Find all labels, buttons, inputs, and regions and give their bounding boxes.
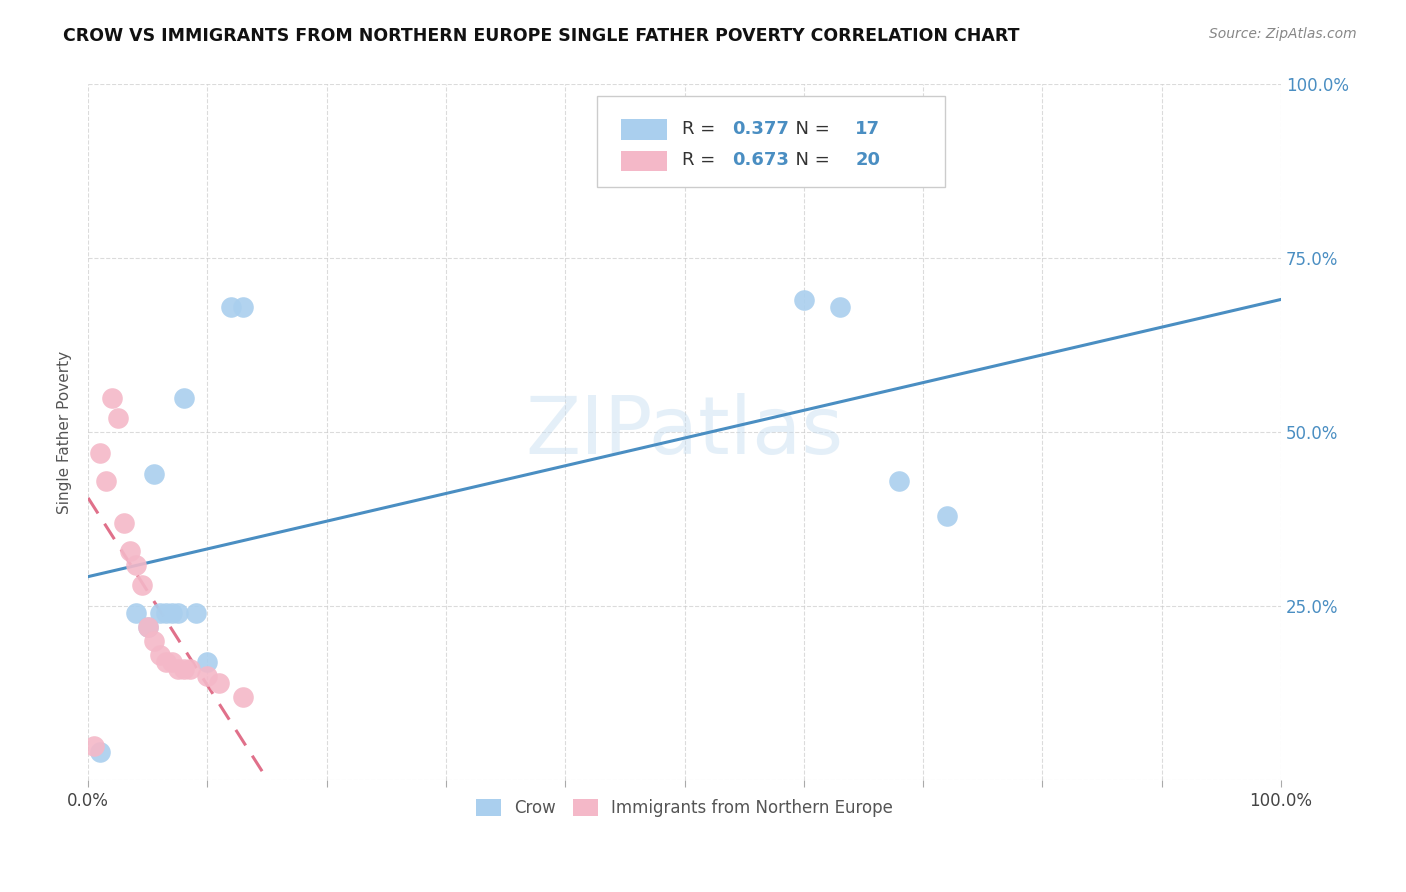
- Text: 0.377: 0.377: [733, 120, 789, 138]
- Legend: Crow, Immigrants from Northern Europe: Crow, Immigrants from Northern Europe: [470, 793, 900, 824]
- Point: [101, 391, 124, 405]
- Text: 20: 20: [855, 152, 880, 169]
- Text: Source: ZipAtlas.com: Source: ZipAtlas.com: [1209, 27, 1357, 41]
- Point: [142, 634, 165, 648]
- Point: [149, 607, 172, 621]
- FancyBboxPatch shape: [598, 96, 945, 187]
- Point: [197, 655, 219, 669]
- Point: [142, 467, 165, 482]
- Point: [184, 607, 207, 621]
- Point: [160, 655, 183, 669]
- Point: [828, 300, 851, 314]
- Point: [197, 669, 219, 683]
- Point: [94, 474, 117, 488]
- Text: R =: R =: [682, 152, 721, 169]
- Y-axis label: Single Father Poverty: Single Father Poverty: [58, 351, 72, 514]
- Point: [125, 607, 148, 621]
- Point: [221, 300, 243, 314]
- Point: [936, 508, 959, 523]
- Point: [793, 293, 815, 307]
- Point: [136, 620, 159, 634]
- Point: [232, 690, 254, 704]
- Point: [155, 607, 177, 621]
- Text: 17: 17: [855, 120, 880, 138]
- Text: ZIPatlas: ZIPatlas: [526, 393, 844, 471]
- Point: [83, 739, 105, 753]
- Point: [173, 391, 195, 405]
- Point: [136, 620, 159, 634]
- FancyBboxPatch shape: [621, 151, 666, 171]
- Point: [125, 558, 148, 572]
- Point: [232, 300, 254, 314]
- Point: [166, 662, 188, 676]
- Point: [149, 648, 172, 662]
- Point: [89, 746, 111, 760]
- Point: [166, 607, 188, 621]
- FancyBboxPatch shape: [621, 120, 666, 140]
- Point: [160, 607, 183, 621]
- Text: 0.673: 0.673: [733, 152, 789, 169]
- Text: N =: N =: [783, 120, 835, 138]
- Point: [131, 578, 153, 592]
- Point: [107, 411, 129, 425]
- Text: N =: N =: [783, 152, 835, 169]
- Text: R =: R =: [682, 120, 721, 138]
- Point: [89, 446, 111, 460]
- Point: [112, 516, 135, 530]
- Text: CROW VS IMMIGRANTS FROM NORTHERN EUROPE SINGLE FATHER POVERTY CORRELATION CHART: CROW VS IMMIGRANTS FROM NORTHERN EUROPE …: [63, 27, 1019, 45]
- Point: [179, 662, 201, 676]
- Point: [173, 662, 195, 676]
- Point: [208, 676, 231, 690]
- Point: [155, 655, 177, 669]
- Point: [118, 543, 141, 558]
- Point: [889, 474, 911, 488]
